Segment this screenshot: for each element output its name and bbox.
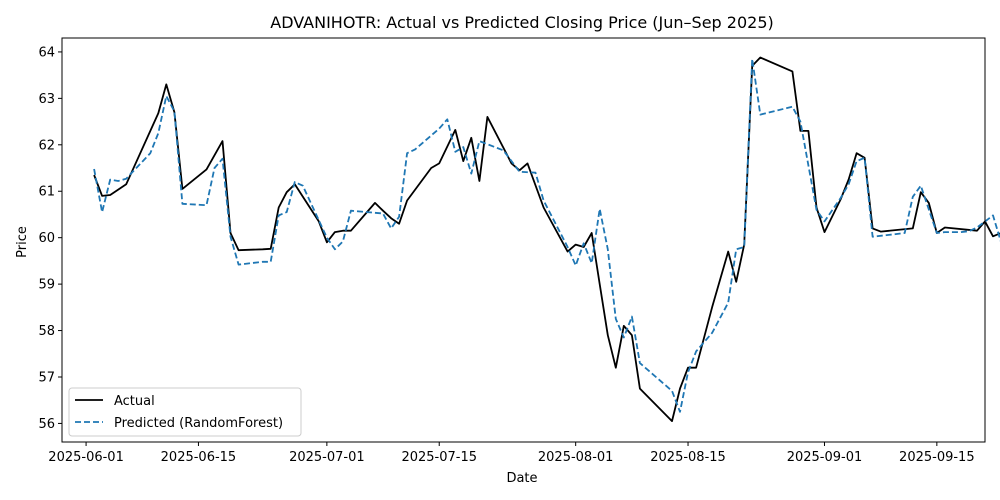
x-axis-label: Date [506, 471, 537, 486]
y-tick-label: 56 [38, 417, 55, 432]
y-tick-label: 63 [38, 92, 55, 107]
x-axis: 2025-06-01 2025-06-15 2025-07-01 2025-07-15… [48, 442, 975, 465]
legend: Actual Predicted (RandomForest) [68, 387, 302, 437]
y-axis: 56 57 58 59 60 61 62 63 64 [38, 45, 62, 432]
y-tick-label: 57 [38, 370, 55, 385]
y-tick-label: 58 [38, 324, 55, 339]
x-tick-label: 2025-06-15 [161, 450, 237, 465]
x-tick-label: 2025-08-01 [538, 450, 614, 465]
y-axis-label: Price [15, 226, 30, 258]
series-layer [93, 56, 1000, 423]
series-line-actual [93, 56, 1000, 423]
plot-frame [61, 37, 986, 443]
y-tick-label: 62 [38, 138, 55, 153]
legend-label-predicted: Predicted (RandomForest) [114, 416, 283, 431]
y-tick-label: 61 [38, 185, 55, 200]
x-tick-label: 2025-09-01 [787, 450, 863, 465]
legend-label-actual: Actual [114, 394, 155, 409]
chart-title: ADVANIHOTR: Actual vs Predicted Closing … [270, 13, 773, 32]
y-tick-label: 59 [38, 278, 55, 293]
x-tick-label: 2025-09-15 [899, 450, 975, 465]
x-tick-label: 2025-06-01 [48, 450, 124, 465]
legend-box [68, 387, 302, 437]
y-tick-label: 64 [38, 45, 55, 60]
x-tick-label: 2025-07-15 [401, 450, 477, 465]
series-line-predicted [93, 58, 1000, 413]
x-tick-label: 2025-08-15 [650, 450, 726, 465]
y-tick-label: 60 [38, 231, 55, 246]
x-tick-label: 2025-07-01 [289, 450, 365, 465]
